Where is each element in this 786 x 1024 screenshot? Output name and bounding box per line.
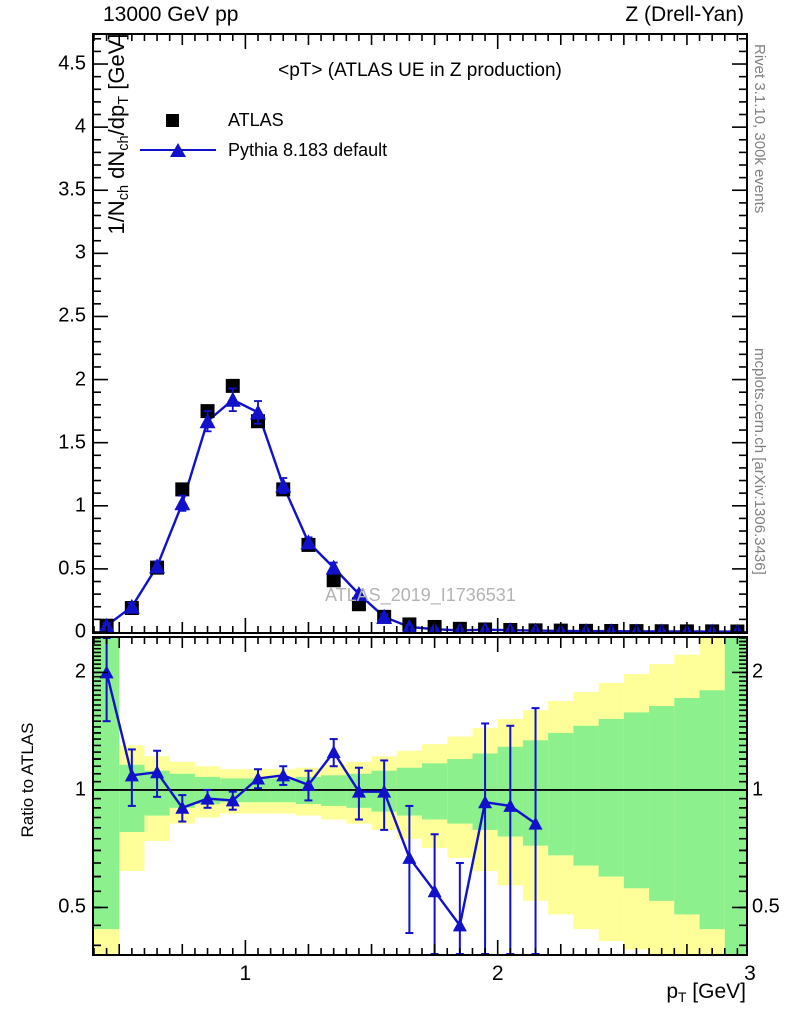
legend-label-atlas: ATLAS	[228, 109, 284, 130]
legend-marker-triangle-line	[140, 139, 216, 161]
legend-item-pythia: Pythia 8.183 default	[140, 135, 387, 165]
ratio-y-tick-2-left: 2	[74, 660, 86, 683]
main-y-tick-3: 3	[74, 241, 86, 264]
header-left-label: 13000 GeV pp	[103, 3, 239, 26]
main-y-tick-3.5: 3.5	[58, 178, 86, 201]
legend-marker-square	[140, 109, 216, 131]
plot-title: <pT> (ATLAS UE in Z production)	[278, 60, 562, 81]
analysis-watermark: ATLAS_2019_I1736531	[325, 585, 516, 605]
main-y-tick-0.5: 0.5	[58, 557, 86, 580]
legend-item-atlas: ATLAS	[140, 105, 387, 135]
main-plot-svg	[94, 35, 746, 632]
legend: ATLAS Pythia 8.183 default	[140, 105, 387, 165]
x-tick-1: 1	[239, 962, 252, 985]
x-tick-3: 3	[744, 962, 756, 985]
ratio-inner-uncertainty-band	[94, 638, 746, 954]
main-y-tick-2.5: 2.5	[58, 304, 86, 327]
main-y-tick-0: 0	[74, 620, 86, 643]
legend-label-pythia: Pythia 8.183 default	[228, 139, 388, 160]
main-y-tick-4: 4	[74, 115, 86, 138]
main-y-tick-1.5: 1.5	[58, 431, 86, 454]
ratio-y-tick-1-right: 1	[752, 778, 764, 801]
ratio-y-tick-labels-right: 0.5 1 2	[752, 0, 786, 1024]
ratio-y-tick-0.5-right: 0.5	[752, 895, 780, 918]
main-y-tick-1: 1	[74, 494, 86, 517]
ratio-y-tick-2-right: 2	[752, 660, 764, 683]
ratio-y-tick-0.5-left: 0.5	[58, 895, 86, 918]
ratio-plot-panel	[92, 636, 748, 956]
ratio-plot-svg	[94, 638, 746, 954]
x-tick-2: 2	[491, 962, 504, 985]
main-plot-panel	[92, 33, 748, 634]
main-y-tick-labels: 0 0.5 1 1.5 2 2.5 3 3.5 4 4.5	[0, 0, 86, 1024]
ratio-y-tick-labels-left: 0.5 1 2	[0, 0, 86, 1024]
header-right-label: Z (Drell-Yan)	[625, 3, 744, 26]
x-axis-label: pT [GeV]	[666, 980, 746, 1005]
main-y-tick-4.5: 4.5	[58, 52, 86, 75]
ratio-y-tick-1-left: 1	[74, 778, 86, 801]
main-y-tick-2: 2	[74, 368, 86, 391]
